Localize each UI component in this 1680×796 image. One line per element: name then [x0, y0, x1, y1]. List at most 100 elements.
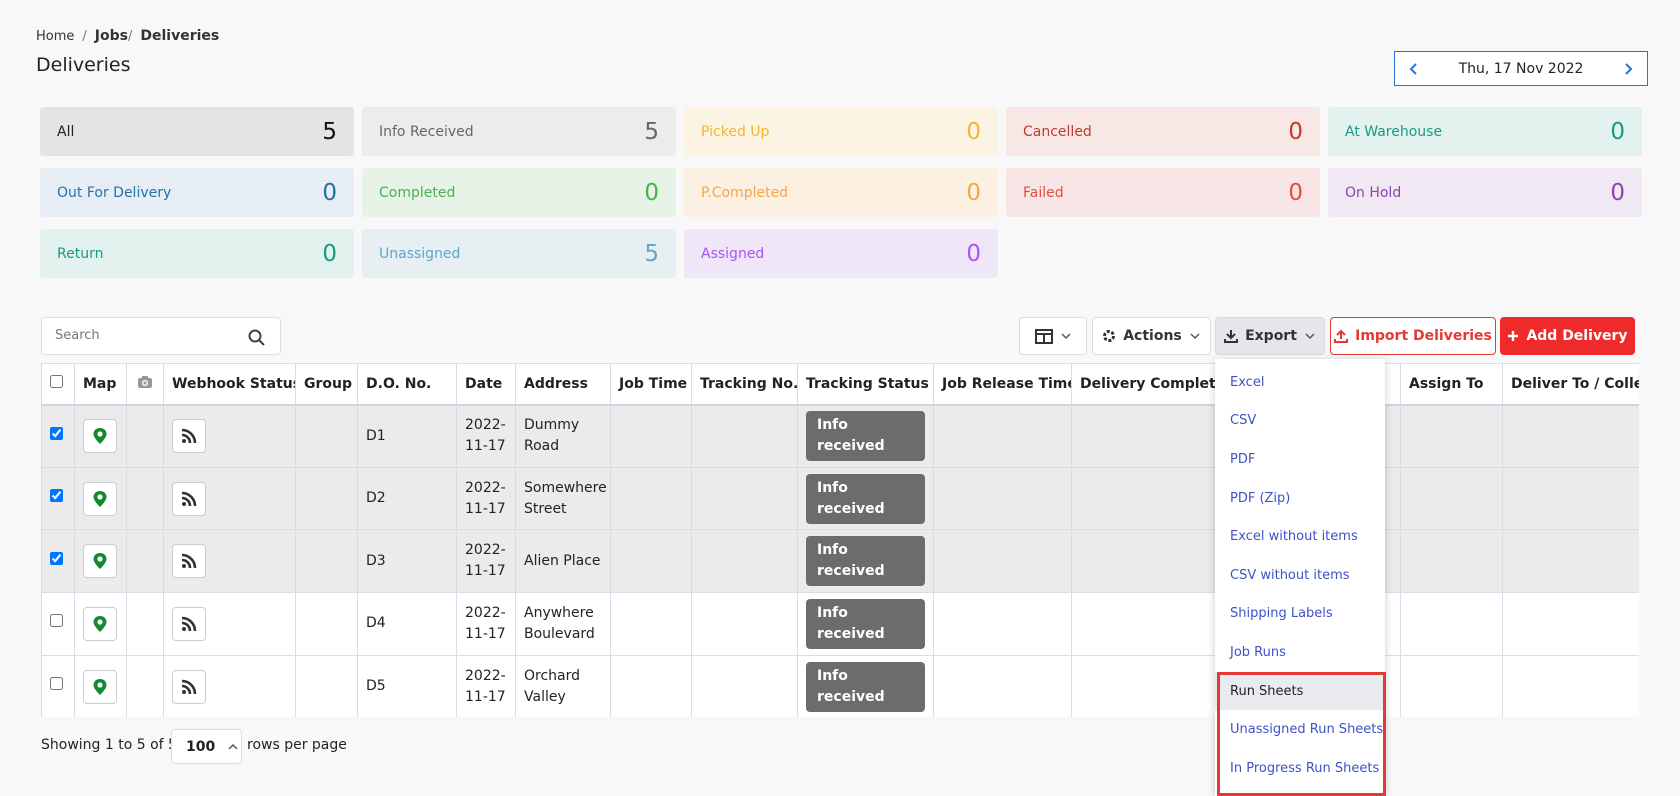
column-header[interactable]: Date — [456, 363, 516, 406]
add-button[interactable]: Add Delivery — [1500, 317, 1635, 355]
cell — [1400, 529, 1503, 594]
column-header[interactable]: Webhook Status — [163, 363, 296, 406]
webhook-button[interactable] — [172, 544, 206, 579]
breadcrumb-item[interactable]: Deliveries — [140, 28, 220, 44]
rss-icon — [181, 616, 197, 632]
status-card[interactable]: Cancelled 0 — [1006, 107, 1320, 156]
import-button[interactable]: Import Deliveries — [1330, 317, 1496, 355]
cell — [1502, 404, 1639, 468]
map-button[interactable] — [83, 544, 117, 579]
date-cell: 2022-11-17 — [456, 529, 516, 594]
status-card[interactable]: Completed 0 — [362, 168, 676, 217]
search-input[interactable]: Search — [41, 317, 281, 355]
map-pin-icon — [92, 552, 108, 570]
status-count: 0 — [1288, 118, 1303, 145]
menu-item[interactable]: PDF — [1230, 451, 1256, 467]
map-pin-icon — [92, 427, 108, 445]
export-button[interactable]: Export — [1215, 317, 1325, 355]
webhook-button[interactable] — [172, 606, 206, 641]
column-header[interactable]: D.O. No. — [357, 363, 457, 406]
table-row: D5 2022-11-17 Orchard Valley Info received — [41, 654, 1639, 717]
row-checkbox[interactable] — [50, 426, 63, 440]
map-button[interactable] — [83, 419, 117, 454]
cell — [74, 654, 127, 717]
header-row: Map Webhook Status Group D.O. No. Date Addres… — [41, 363, 1639, 406]
breadcrumb-item[interactable]: Jobs — [94, 28, 128, 44]
next-date — [1623, 62, 1633, 76]
status-card[interactable]: At Warehouse 0 — [1328, 107, 1642, 156]
status-card[interactable]: On Hold 0 — [1328, 168, 1642, 217]
menu-item[interactable]: Run Sheets — [1215, 671, 1385, 711]
menu-item[interactable]: CSV — [1230, 413, 1257, 429]
status-count: 0 — [322, 179, 337, 206]
status-count: 5 — [644, 240, 659, 267]
row-checkbox[interactable] — [50, 375, 63, 389]
menu-item[interactable]: Shipping Labels — [1230, 606, 1333, 622]
status-card[interactable]: Out For Delivery 0 — [40, 168, 354, 217]
status-card[interactable]: Return 0 — [40, 229, 354, 278]
map-pin-icon — [92, 615, 108, 633]
column-header[interactable]: Deliver To / Collec — [1502, 363, 1639, 406]
rows-select[interactable]: 100 — [171, 729, 242, 764]
table-wrapper: Map Webhook Status Group D.O. No. Date Addres… — [41, 363, 1639, 717]
address-cell: Dummy Road — [515, 404, 611, 468]
status-label: At Warehouse — [1345, 123, 1443, 140]
cell — [610, 529, 692, 594]
cell — [933, 654, 1072, 717]
column-header[interactable]: Tracking Status — [797, 363, 934, 406]
column-header[interactable]: Address — [515, 363, 611, 406]
cell — [1502, 654, 1639, 717]
column-header[interactable]: Assign To — [1400, 363, 1503, 406]
do-number: D4 — [357, 592, 457, 656]
menu-item[interactable]: In Progress Run Sheets — [1230, 760, 1380, 776]
map-button[interactable] — [83, 606, 117, 641]
row-checkbox[interactable] — [50, 551, 63, 565]
do-number: D1 — [357, 404, 457, 468]
status-card[interactable]: P.Completed 0 — [684, 168, 998, 217]
column-header[interactable]: Group — [295, 363, 358, 406]
status-card[interactable]: Unassigned 5 — [362, 229, 676, 278]
cell — [1400, 654, 1503, 717]
date-picker[interactable]: Thu, 17 Nov 2022 — [1394, 51, 1648, 86]
column-header[interactable]: Tracking No. — [691, 363, 798, 406]
menu-item[interactable]: PDF (Zip) — [1230, 490, 1291, 506]
menu-item[interactable]: CSV without items — [1230, 567, 1350, 583]
status-count: 0 — [322, 240, 337, 267]
map-pin-icon — [92, 490, 108, 508]
menu-item[interactable]: Excel without items — [1230, 529, 1358, 545]
column-header[interactable]: Job Release Time — [933, 363, 1072, 406]
columns-button[interactable] — [1019, 317, 1087, 355]
status-card[interactable]: Picked Up 0 — [684, 107, 998, 156]
menu-item[interactable]: Job Runs — [1230, 644, 1286, 660]
table-body: D1 2022-11-17 Dummy Road Info received D2 202… — [41, 404, 1639, 717]
map-button[interactable] — [83, 669, 117, 704]
status-card[interactable]: Failed 0 — [1006, 168, 1320, 217]
upload-icon — [1334, 329, 1349, 343]
import-label: Import Deliveries — [1355, 328, 1492, 344]
cell — [74, 592, 127, 656]
status-count: 5 — [644, 118, 659, 145]
status-count: 0 — [1610, 118, 1625, 145]
row-checkbox[interactable] — [50, 489, 63, 503]
row-checkbox[interactable] — [50, 614, 63, 628]
map-button[interactable] — [83, 481, 117, 516]
cell — [691, 466, 798, 531]
search-icon — [248, 329, 265, 346]
menu-item[interactable]: Excel — [1230, 374, 1265, 390]
cell — [74, 466, 127, 531]
webhook-button[interactable] — [172, 481, 206, 516]
breadcrumb-item[interactable]: Home — [36, 29, 75, 44]
menu-item[interactable]: Unassigned Run Sheets — [1230, 722, 1384, 738]
actions-button[interactable]: Actions — [1092, 317, 1211, 355]
status-card[interactable]: All 5 — [40, 107, 354, 156]
status-card[interactable]: Assigned 0 — [684, 229, 998, 278]
column-header[interactable]: Map — [74, 363, 127, 406]
webhook-button[interactable] — [172, 669, 206, 704]
webhook-button[interactable] — [172, 419, 206, 454]
column-header[interactable]: Job Time — [610, 363, 692, 406]
cell — [126, 466, 164, 531]
status-card[interactable]: Info Received 5 — [362, 107, 676, 156]
status-count: 0 — [1288, 179, 1303, 206]
row-checkbox[interactable] — [50, 677, 63, 691]
